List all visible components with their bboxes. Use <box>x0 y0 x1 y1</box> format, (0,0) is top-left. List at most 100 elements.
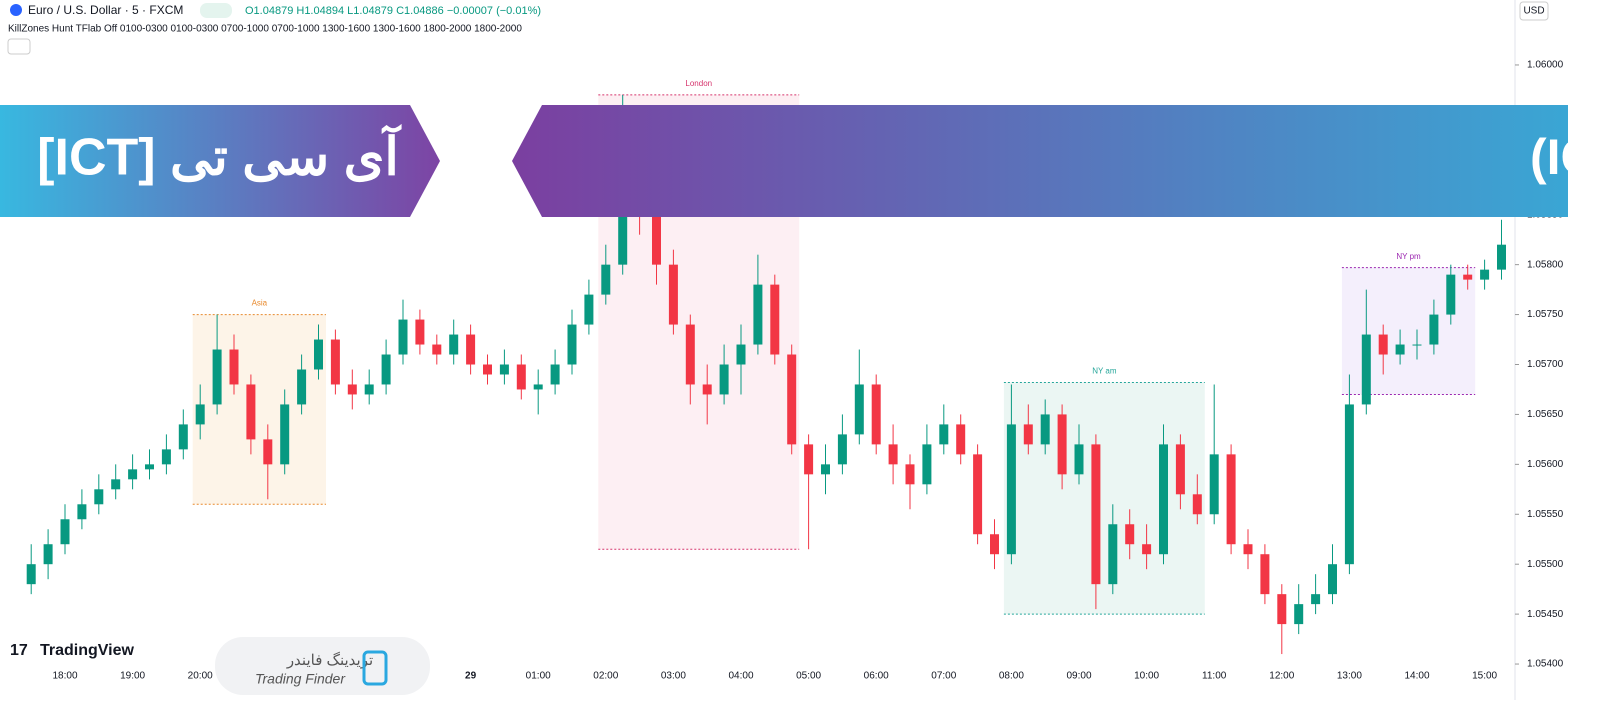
x-tick-label: 09:00 <box>1066 671 1091 682</box>
candle-body <box>26 564 36 585</box>
candle-body <box>1480 269 1490 280</box>
candle-body <box>533 384 543 390</box>
currency: USD <box>1523 6 1544 17</box>
candle-body <box>161 449 171 465</box>
candle-body <box>1344 404 1354 565</box>
candle-body <box>1209 454 1219 515</box>
candle-body <box>178 424 188 450</box>
candle-body <box>888 444 898 465</box>
candle-body <box>719 364 729 395</box>
watermark-fa: تریدینگ فایندر <box>286 651 373 669</box>
zone-label: Asia <box>252 299 268 308</box>
candle-body <box>1108 524 1118 585</box>
candle-body <box>347 384 357 395</box>
candle-body <box>128 469 138 480</box>
candle-body <box>1040 414 1050 445</box>
candle-body <box>1378 334 1388 355</box>
candle-body <box>550 364 560 385</box>
x-tick-label: 29 <box>465 671 477 682</box>
candle-body <box>871 384 881 445</box>
candle-body <box>516 364 526 390</box>
zone-label: London <box>685 79 712 88</box>
candle-body <box>601 264 611 295</box>
side-banner-text: آی سی تی [ICT] <box>37 124 402 187</box>
candle-body <box>432 344 442 355</box>
x-tick-label: 13:00 <box>1337 671 1362 682</box>
candle-body <box>1091 444 1101 585</box>
indicator: KillZones Hunt TFlab Off 0100-0300 0100-… <box>8 24 522 35</box>
candle-body <box>1226 454 1236 545</box>
candle-body <box>330 339 340 385</box>
candle-body <box>905 464 915 485</box>
y-tick-label: 1.06000 <box>1527 60 1564 71</box>
candle-body <box>973 454 983 535</box>
candle-body <box>77 504 87 520</box>
tv-icon: 17 <box>10 642 28 659</box>
candle-body <box>956 424 966 455</box>
y-tick-label: 1.05650 <box>1527 409 1564 420</box>
y-tick-label: 1.05400 <box>1527 659 1564 670</box>
candle-body <box>1463 274 1473 280</box>
x-tick-label: 11:00 <box>1202 671 1227 682</box>
candle-body <box>212 349 222 405</box>
candle-body <box>1328 564 1337 595</box>
x-tick-label: 12:00 <box>1269 671 1294 682</box>
y-tick-label: 1.05550 <box>1527 509 1564 520</box>
x-tick-label: 03:00 <box>661 671 686 682</box>
currency-box[interactable] <box>1519 1 1549 21</box>
candle-body <box>1159 444 1168 555</box>
candle-body <box>398 319 408 355</box>
candle-body <box>364 384 374 395</box>
y-tick-label: 1.05750 <box>1527 309 1564 320</box>
collapse-button[interactable] <box>7 38 31 55</box>
y-tick-label: 1.05450 <box>1527 609 1564 620</box>
y-tick-label: 1.05600 <box>1527 459 1564 470</box>
candle-body <box>567 324 577 365</box>
candle-body <box>1294 604 1304 625</box>
candle-body <box>990 534 999 555</box>
candle-body <box>1497 244 1506 270</box>
candle-body <box>483 364 492 375</box>
side-banner <box>0 105 440 217</box>
zone-label: NY am <box>1092 367 1117 376</box>
zone-box <box>192 314 326 505</box>
candle-body <box>804 444 814 475</box>
candle-body <box>1142 544 1152 555</box>
candle-body <box>314 339 323 370</box>
x-tick-label: 20:00 <box>188 671 213 682</box>
x-tick-label: 02:00 <box>593 671 618 682</box>
candle-body <box>1361 334 1371 405</box>
candle-body <box>618 184 628 265</box>
candle-body <box>246 384 256 440</box>
tv-logo: TradingView <box>40 642 135 659</box>
zone-label: NY pm <box>1396 252 1421 261</box>
candle-body <box>1074 444 1084 475</box>
x-tick-label: 10:00 <box>1134 671 1159 682</box>
x-tick-label: 04:00 <box>728 671 753 682</box>
candle-body <box>668 264 678 325</box>
candle-body <box>1412 344 1422 346</box>
main-banner <box>512 105 1568 217</box>
flag <box>10 4 22 16</box>
main-banner-text: کیل زون‌های معاملاتی (ICT Kill Zones) <box>1530 129 1600 187</box>
candle-body <box>939 424 949 445</box>
x-tick-label: 06:00 <box>864 671 889 682</box>
watermark-logo <box>362 650 388 686</box>
candle-body <box>702 384 712 395</box>
x-tick-label: 15:00 <box>1472 671 1497 682</box>
watermark-en: Trading Finder <box>255 671 346 687</box>
candle-body <box>229 349 239 385</box>
zone-box <box>1003 382 1205 615</box>
y-tick-label: 1.05800 <box>1527 259 1564 270</box>
candle-body <box>43 544 53 565</box>
x-tick-label: 08:00 <box>999 671 1024 682</box>
candle-body <box>854 384 864 435</box>
candle-body <box>449 334 459 355</box>
candle-body <box>922 444 932 485</box>
x-tick-label: 19:00 <box>120 671 145 682</box>
candle-body <box>685 324 695 385</box>
candle-body <box>584 294 594 325</box>
